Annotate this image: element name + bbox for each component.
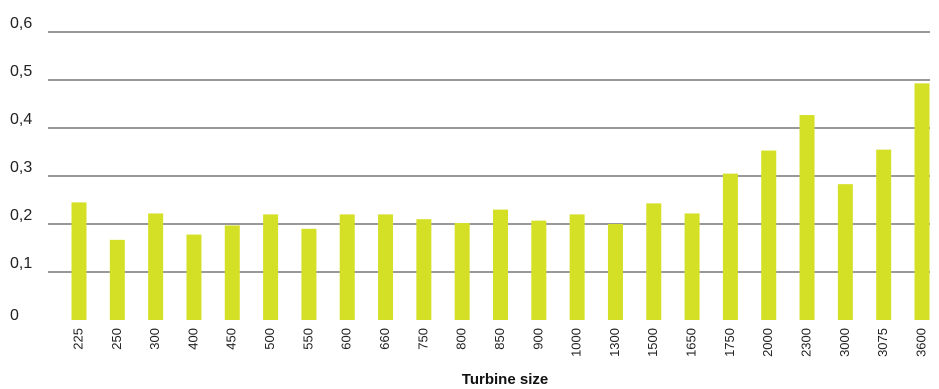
bar-1000 <box>569 214 585 320</box>
x-axis-title: Turbine size <box>462 371 548 388</box>
bar-250 <box>109 239 125 320</box>
bar-3000 <box>837 184 853 320</box>
bar-800 <box>454 223 470 320</box>
x-tick-label: 2300 <box>798 328 813 357</box>
x-tick-label: 2000 <box>760 328 775 357</box>
gridlines <box>48 31 930 273</box>
x-tick-label: 1300 <box>607 328 622 357</box>
x-tick-label: 3600 <box>913 328 928 357</box>
bar-3075 <box>876 149 892 320</box>
bar-550 <box>301 228 317 320</box>
bar-850 <box>493 209 508 320</box>
y-tick-label: 0,5 <box>10 63 32 80</box>
y-tick-label: 0,4 <box>10 111 32 128</box>
bar-400 <box>186 234 202 320</box>
y-tick-label: 0,6 <box>10 15 32 32</box>
bar-450 <box>224 225 240 320</box>
y-axis-ticks: 0 0,1 0,2 0,3 0,4 0,5 0,6 <box>10 15 32 324</box>
x-tick-label: 1750 <box>722 328 737 357</box>
bar-300 <box>148 213 164 320</box>
x-tick-label: 3075 <box>875 328 890 357</box>
x-tick-label: 400 <box>185 328 200 350</box>
x-tick-label: 850 <box>492 328 507 350</box>
bar-1500 <box>646 203 662 320</box>
x-tick-label: 1650 <box>684 328 699 357</box>
x-tick-label: 600 <box>339 328 354 350</box>
bar-1650 <box>684 213 700 320</box>
x-tick-label: 500 <box>262 328 277 350</box>
bar-600 <box>339 214 355 320</box>
bar-2000 <box>761 150 777 320</box>
bar-500 <box>263 214 279 320</box>
x-tick-label: 750 <box>415 328 430 350</box>
x-tick-label: 800 <box>454 328 469 350</box>
x-tick-label: 450 <box>224 328 239 350</box>
x-tick-label: 900 <box>530 328 545 350</box>
y-tick-label: 0,3 <box>10 159 32 176</box>
x-tick-label: 250 <box>109 328 124 350</box>
x-tick-label: 300 <box>147 328 162 350</box>
y-tick-label: 0 <box>10 307 19 324</box>
y-tick-label: 0,2 <box>10 207 32 224</box>
y-tick-label: 0,1 <box>10 255 32 272</box>
x-tick-label: 1000 <box>569 328 584 357</box>
x-tick-label: 660 <box>377 328 392 350</box>
x-tick-label: 225 <box>70 328 85 350</box>
x-axis-ticks: 225 250 300 400 450 500 550 600 660 750 800 850 900 1… <box>70 328 928 357</box>
bar-900 <box>531 220 547 320</box>
bar-1300 <box>607 224 623 320</box>
x-tick-label: 3000 <box>837 328 852 357</box>
x-tick-label: 550 <box>300 328 315 350</box>
bar-750 <box>416 219 432 320</box>
bar-660 <box>378 214 394 320</box>
bar-1750 <box>722 173 738 320</box>
bar-225 <box>71 202 87 320</box>
bars <box>71 83 930 320</box>
bar-3600 <box>914 83 930 320</box>
bar-2300 <box>799 115 815 320</box>
x-tick-label: 1500 <box>645 328 660 357</box>
